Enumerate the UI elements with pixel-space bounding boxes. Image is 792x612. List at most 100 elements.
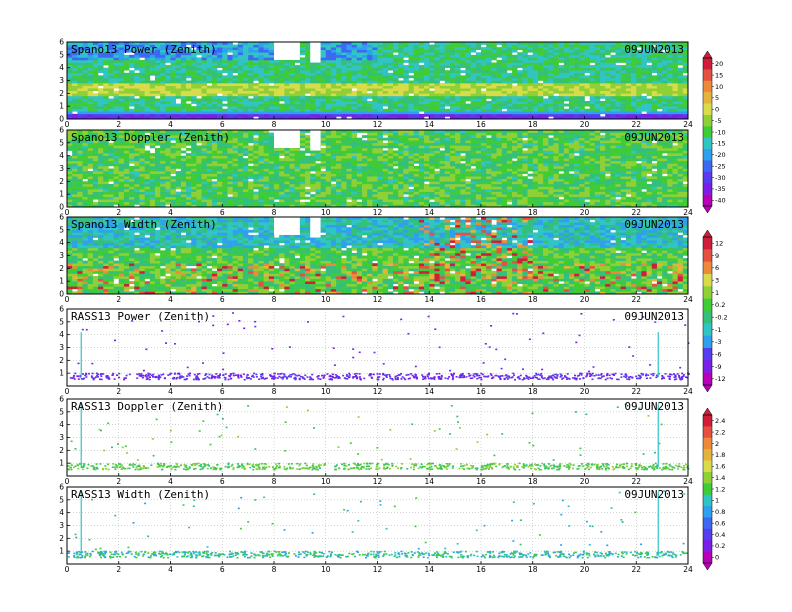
heatmap-cell (610, 44, 616, 48)
heatmap-cell (310, 153, 316, 156)
heatmap-cell (222, 150, 228, 154)
heatmap-cell (258, 158, 264, 162)
heatmap-cell (336, 113, 342, 117)
heatmap-cell (279, 189, 285, 192)
heatmap-cell (372, 111, 378, 115)
heatmap-cell (449, 85, 456, 89)
heatmap-cell (196, 49, 202, 53)
heatmap-cell (196, 191, 202, 195)
heatmap-cell (605, 67, 611, 71)
heatmap-cell (517, 113, 523, 117)
heatmap-cell (87, 137, 94, 141)
heatmap-cell (465, 44, 471, 48)
heatmap-cell (470, 93, 477, 97)
heatmap-cell (134, 47, 140, 50)
heatmap-cell (108, 77, 114, 81)
heatmap-cell (248, 150, 254, 154)
heatmap-cell (299, 155, 306, 159)
heatmap-cell (641, 54, 647, 58)
heatmap-cell (113, 57, 120, 61)
heatmap-cell (201, 181, 208, 185)
heatmap-cell (268, 111, 275, 115)
heatmap-cell (579, 116, 585, 120)
heatmap-cell (532, 75, 539, 79)
heatmap-cell (310, 108, 316, 112)
heatmap-cell (248, 77, 254, 81)
heatmap-cell (367, 106, 373, 110)
heatmap-cell (268, 135, 275, 138)
heatmap-cell (506, 103, 513, 107)
heatmap-cell (279, 70, 285, 74)
heatmap-cell (72, 147, 78, 151)
heatmap-cell (310, 70, 316, 74)
heatmap-cell (180, 145, 187, 149)
heatmap-cell (579, 52, 585, 56)
heatmap-cell (418, 101, 425, 104)
heatmap-cell (103, 201, 109, 205)
heatmap-cell (165, 150, 171, 154)
heatmap-cell (563, 111, 570, 115)
heatmap-cell (258, 49, 264, 53)
heatmap-cell (625, 111, 632, 115)
heatmap-cell (636, 85, 642, 89)
heatmap-cell (377, 54, 383, 58)
heatmap-cell (248, 62, 254, 66)
heatmap-cell (527, 65, 534, 68)
heatmap-cell (367, 95, 373, 99)
heatmap-cell (481, 49, 487, 53)
heatmap-cell (222, 171, 228, 174)
heatmap-cell (232, 155, 239, 159)
heatmap-cell (351, 77, 358, 81)
heatmap-cell (154, 88, 161, 92)
heatmap-cell (563, 52, 570, 56)
heatmap-cell (620, 116, 627, 120)
heatmap-cell (481, 70, 487, 74)
heatmap-cell (424, 108, 430, 112)
heatmap-cell (574, 42, 580, 45)
heatmap-cell (610, 70, 616, 74)
heatmap-cell (87, 199, 94, 203)
heatmap-cell (294, 95, 301, 99)
heatmap-cell (134, 135, 140, 138)
heatmap-cell (672, 108, 678, 112)
heatmap-cell (636, 106, 642, 110)
heatmap-cell (305, 44, 311, 48)
heatmap-cell (439, 116, 446, 120)
heatmap-cell (123, 153, 130, 156)
heatmap-cell (620, 75, 627, 79)
heatmap-cell (320, 98, 327, 102)
heatmap-cell (408, 116, 415, 120)
heatmap-cell (175, 186, 182, 190)
heatmap-cell (263, 163, 270, 167)
heatmap-cell (129, 72, 135, 76)
heatmap-cell (299, 44, 306, 48)
heatmap-cell (537, 83, 544, 86)
heatmap-cell (186, 199, 192, 203)
heatmap-cell (175, 176, 182, 180)
heatmap-cell (92, 113, 99, 117)
heatmap-cell (444, 52, 451, 56)
heatmap-cell (72, 189, 78, 192)
heatmap-cell (129, 116, 135, 120)
heatmap-cell (631, 65, 637, 68)
heatmap-cell (465, 49, 471, 53)
heatmap-cell (211, 75, 218, 79)
heatmap-cell (563, 59, 570, 63)
heatmap-cell (211, 98, 218, 102)
heatmap-cell (77, 147, 83, 151)
heatmap-cell (274, 194, 280, 198)
heatmap-cell (662, 93, 668, 97)
heatmap-cell (232, 165, 239, 169)
heatmap-cell (610, 111, 616, 115)
heatmap-cell (248, 116, 254, 120)
heatmap-cell (237, 59, 244, 63)
heatmap-cell (82, 88, 88, 92)
heatmap-cell (206, 183, 213, 187)
heatmap-cell (636, 42, 642, 45)
heatmap-cell (196, 103, 202, 107)
heatmap-cell (274, 101, 280, 104)
heatmap-cell (222, 145, 228, 149)
heatmap-cell (424, 93, 430, 97)
y-tick-label: 5 (59, 50, 64, 59)
heatmap-cell (206, 72, 213, 76)
